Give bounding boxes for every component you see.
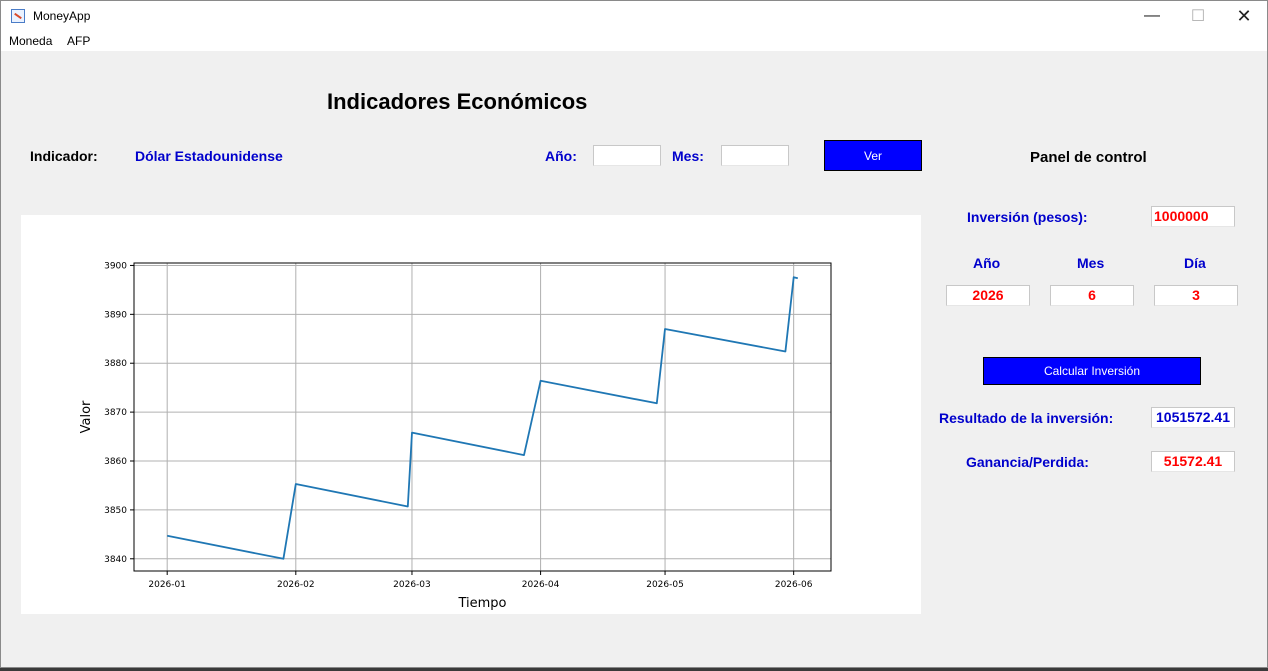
chart-panel: 2026-01 2026-02 2026-03 2026-04 2026-05 2026-…	[21, 215, 921, 614]
menu-moneda[interactable]: Moneda	[9, 34, 53, 48]
gain-value-field[interactable]: 51572.41	[1151, 451, 1235, 472]
investment-label: Inversión (pesos):	[967, 209, 1088, 225]
calculate-investment-button[interactable]: Calcular Inversión	[983, 357, 1201, 385]
window-title: MoneyApp	[33, 9, 91, 23]
y-tick-label: 3900	[104, 261, 127, 271]
panel-title: Panel de control	[1030, 149, 1147, 166]
ver-button[interactable]: Ver	[824, 140, 922, 171]
y-tick-label: 3840	[104, 555, 127, 565]
x-axis-label: Tiempo	[457, 596, 506, 611]
month-header: Mes	[1077, 255, 1105, 271]
investment-input[interactable]: 1000000	[1151, 206, 1235, 227]
x-tick-label: 2026-06	[775, 580, 813, 590]
year-header: Año	[973, 255, 1001, 271]
indicator-label: Indicador:	[30, 148, 98, 164]
title-bar[interactable]: MoneyApp — ☐ ✕	[1, 1, 1267, 31]
minimize-icon[interactable]: —	[1144, 7, 1160, 24]
year-label: Año:	[545, 148, 577, 164]
maximize-icon[interactable]: ☐	[1190, 8, 1206, 25]
month-label: Mes:	[672, 148, 704, 164]
indicator-value: Dólar Estadounidense	[135, 148, 283, 164]
panel-year-input[interactable]: 2026	[946, 285, 1030, 306]
close-icon[interactable]: ✕	[1236, 5, 1252, 26]
x-tick-label: 2026-02	[277, 580, 315, 590]
x-tick-label: 2026-05	[646, 580, 684, 590]
x-tick-label: 2026-01	[148, 580, 186, 590]
result-value-field[interactable]: 1051572.41	[1151, 407, 1235, 428]
page-title: Indicadores Económicos	[327, 89, 588, 114]
y-axis-label: Valor	[79, 400, 94, 433]
year-input[interactable]	[593, 145, 661, 166]
money-app-icon	[11, 9, 25, 23]
plot-frame	[133, 262, 832, 572]
x-tick-label: 2026-03	[393, 580, 431, 590]
panel-month-input[interactable]: 6	[1050, 285, 1134, 306]
y-tick-label: 3850	[104, 506, 127, 516]
y-tick-label: 3860	[104, 457, 127, 467]
day-header: Día	[1184, 255, 1206, 271]
menu-afp[interactable]: AFP	[67, 34, 91, 48]
month-input[interactable]	[721, 145, 789, 166]
menu-bar: Moneda AFP	[1, 31, 1267, 51]
gain-label: Ganancia/Perdida:	[966, 454, 1089, 470]
y-tick-label: 3880	[104, 359, 127, 369]
x-tick-label: 2026-04	[522, 580, 560, 590]
line-chart: 2026-01 2026-02 2026-03 2026-04 2026-05 2026-…	[79, 261, 832, 611]
y-tick-label: 3890	[104, 310, 127, 320]
series-line	[167, 276, 799, 560]
panel-day-input[interactable]: 3	[1154, 285, 1238, 306]
result-label: Resultado de la inversión:	[939, 410, 1114, 426]
y-tick-label: 3870	[104, 408, 127, 418]
